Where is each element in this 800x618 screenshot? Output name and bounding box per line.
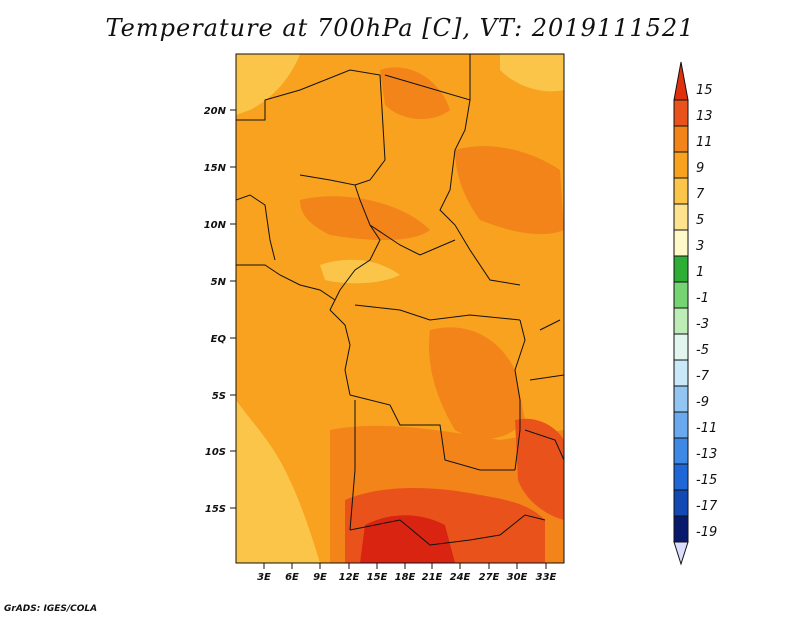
border-niger <box>236 69 386 186</box>
colorbar-bin <box>673 229 689 257</box>
colorbar-top-arrow <box>673 61 689 101</box>
country-borders <box>236 54 564 546</box>
border-chad-sudan <box>439 99 521 286</box>
lat-label: 5N <box>211 277 227 288</box>
colorbar-bin <box>673 359 689 387</box>
field-11-sahel <box>300 196 430 240</box>
lon-label: 21E <box>422 572 443 583</box>
border-benin-togo <box>236 194 276 261</box>
colorbar-label: -5 <box>696 343 709 358</box>
lon-label: 18E <box>395 572 416 583</box>
colorbar-label: -13 <box>696 447 717 462</box>
colorbar-bin <box>673 99 689 127</box>
colorbar-label: 3 <box>696 239 704 254</box>
grads-credit: GrADS: IGES/COLA <box>4 604 98 614</box>
colorbar-bin <box>673 125 689 153</box>
colorbar-label: -17 <box>696 499 718 514</box>
lon-label: 27E <box>479 572 500 583</box>
field-7-northeast <box>500 54 564 92</box>
colorbar-bottom-arrow <box>673 541 689 566</box>
longitude-axis: 3E 6E 9E 12E 15E 18E 21E 24E 27E 30E 33E <box>257 563 557 583</box>
colorbar-label: -9 <box>696 395 709 410</box>
lat-label: 15S <box>205 504 226 515</box>
lon-label: 12E <box>339 572 360 583</box>
colorbar-label: -1 <box>696 291 709 306</box>
lon-label: 33E <box>536 572 557 583</box>
border-drc-east <box>514 319 526 471</box>
colorbar-label: -15 <box>696 473 717 488</box>
border-angola-west <box>349 400 356 531</box>
colorbar-bin <box>673 489 689 517</box>
colorbar-bin <box>673 203 689 231</box>
colorbar-label: -7 <box>696 369 710 384</box>
field-7-westcoast <box>236 400 320 563</box>
colorbar-label: 13 <box>696 109 713 124</box>
field-11-northeast <box>455 146 564 235</box>
lat-label: 20N <box>204 106 227 117</box>
border-zambia-namibia <box>349 514 546 546</box>
border-chad-car <box>369 224 456 256</box>
border-nigeria-cameroon <box>299 174 381 311</box>
lat-label: 10S <box>205 447 226 458</box>
field-11-north <box>380 67 450 120</box>
colorbar-bin <box>673 255 689 283</box>
latitude-axis: 20N 15N 10N 5N EQ 5S 10S 15S <box>204 106 236 515</box>
temperature-field <box>236 54 564 563</box>
colorbar-bin <box>673 385 689 413</box>
field-7-central-band <box>320 259 400 284</box>
border-coast-nigeria <box>236 264 336 301</box>
colorbar-bin <box>673 515 689 543</box>
field-7-northwest <box>236 54 300 115</box>
border-east-africa <box>524 319 564 461</box>
border-angola-drc <box>349 394 515 471</box>
field-15-core <box>360 515 455 563</box>
lon-label: 3E <box>257 572 271 583</box>
colorbar-bin <box>673 151 689 179</box>
border-car-drc <box>354 304 521 321</box>
lat-label: 5S <box>212 391 226 402</box>
colorbar-bin <box>673 177 689 205</box>
colorbar-label: 15 <box>696 83 713 98</box>
lat-label: EQ <box>211 334 227 345</box>
border-gabon-congo <box>329 309 351 396</box>
colorbar-label: 1 <box>696 265 704 280</box>
colorbar-label: -11 <box>696 421 717 436</box>
colorbar: 15 13 11 9 7 5 3 1 -1 -3 -5 -7 -9 -11 -13 -15 -17 -19 <box>673 61 718 566</box>
colorbar-label: -19 <box>696 525 717 540</box>
map-frame <box>235 53 565 564</box>
lon-label: 24E <box>450 572 471 583</box>
colorbar-label: -3 <box>696 317 709 332</box>
colorbar-label: 5 <box>696 213 704 228</box>
field-11-central <box>429 327 525 439</box>
lat-label: 10N <box>204 220 227 231</box>
lon-label: 9E <box>313 572 327 583</box>
colorbar-label: 11 <box>696 135 713 150</box>
colorbar-bin <box>673 281 689 309</box>
colorbar-bin <box>673 411 689 439</box>
colorbar-bin <box>673 463 689 491</box>
colorbar-bin <box>673 437 689 465</box>
chart-title: Temperature at 700hPa [C], VT: 201911152… <box>105 14 695 42</box>
lon-label: 6E <box>285 572 299 583</box>
colorbar-label: 9 <box>696 161 704 176</box>
lon-label: 30E <box>507 572 528 583</box>
lon-label: 15E <box>367 572 388 583</box>
colorbar-label: 7 <box>696 187 705 202</box>
colorbar-bin <box>673 333 689 361</box>
colorbar-bin <box>673 307 689 335</box>
lat-label: 15N <box>204 163 227 174</box>
field-13-southeast <box>515 418 564 520</box>
